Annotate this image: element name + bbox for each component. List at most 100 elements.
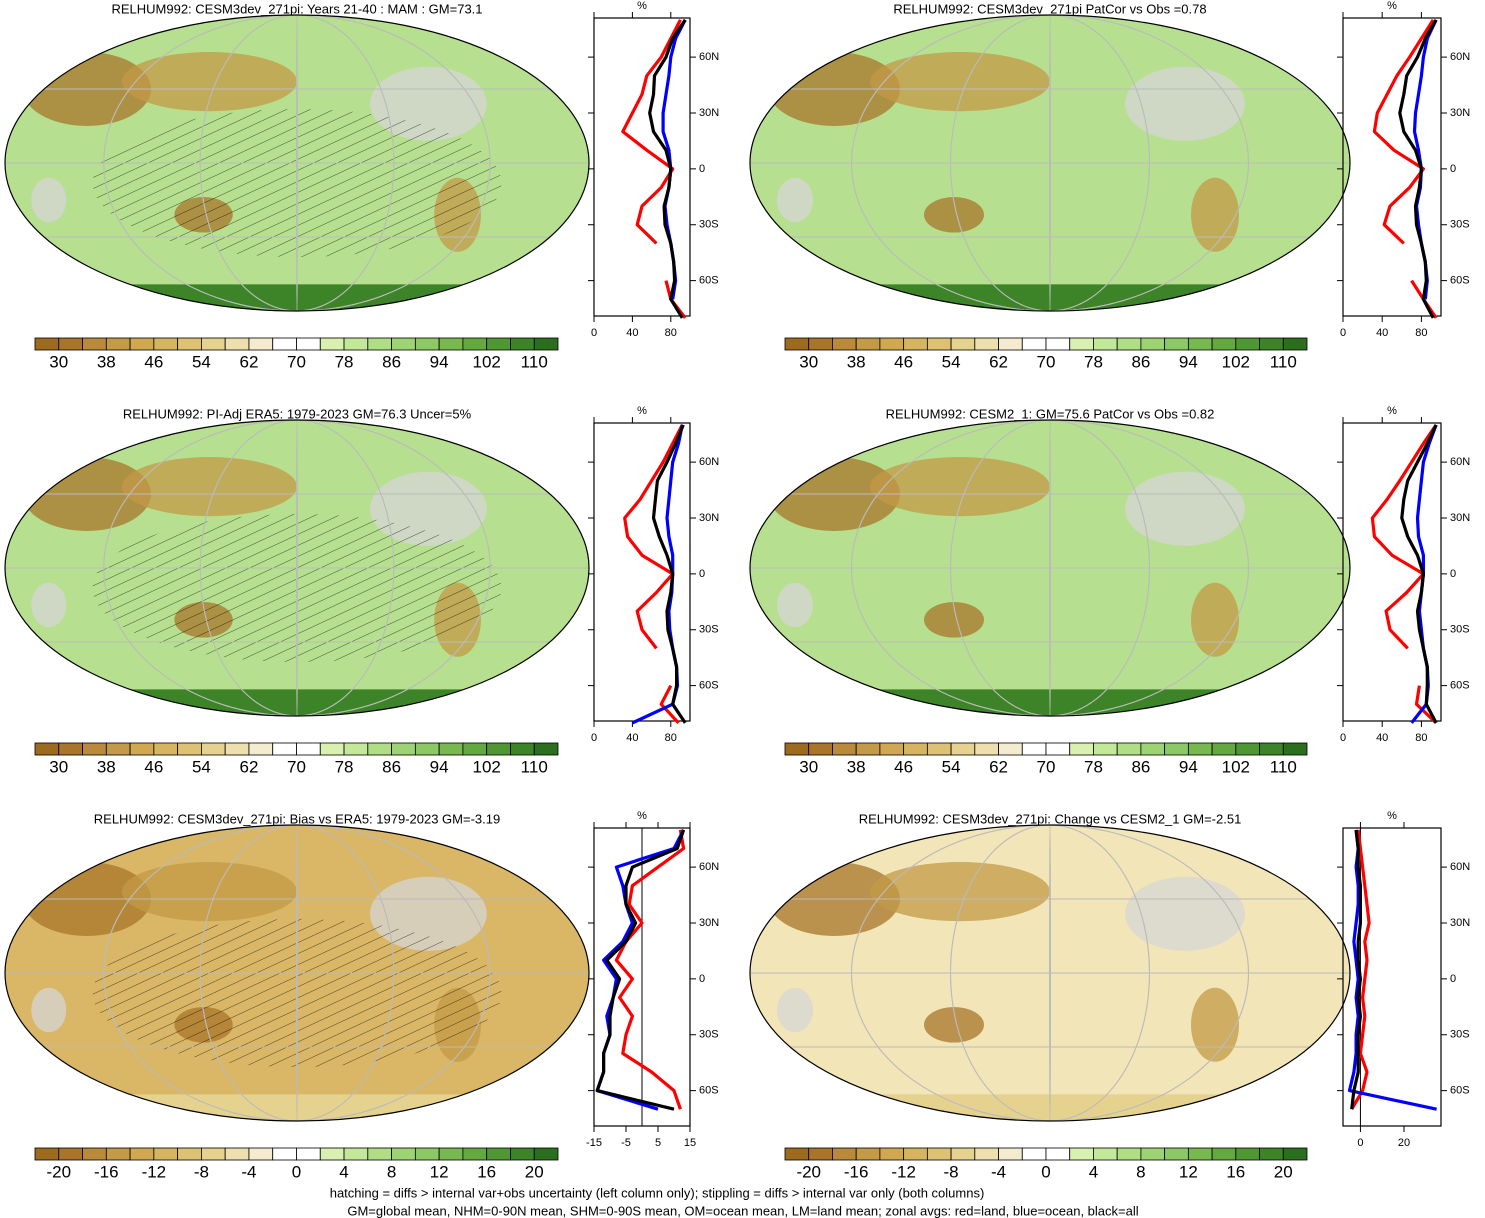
zonal-line xyxy=(1398,19,1438,319)
colorbar-box xyxy=(272,742,297,756)
colorbar-box xyxy=(510,742,535,756)
colorbar-box xyxy=(129,337,155,351)
colorbar-box xyxy=(319,742,345,756)
colorbar-box xyxy=(533,337,559,351)
colorbar-box xyxy=(879,1147,905,1161)
y-tick-label: 0 xyxy=(699,568,705,580)
colorbar-box xyxy=(272,1147,297,1161)
plot-frame xyxy=(1342,17,1442,317)
colorbar-box xyxy=(34,1147,60,1161)
colorbar-box xyxy=(343,1147,369,1161)
colorbar-box xyxy=(903,1147,928,1161)
zonal-line xyxy=(651,424,687,724)
colorbar-label: -4 xyxy=(991,1162,1006,1181)
colorbar-label: 30 xyxy=(49,757,68,776)
y-tick-label: 30N xyxy=(699,107,719,119)
colorbar-label: 78 xyxy=(335,352,354,371)
colorbar-label: 46 xyxy=(144,757,163,776)
x-tick-label: 80 xyxy=(1415,327,1427,339)
colorbar-label: 110 xyxy=(1270,352,1297,371)
map-title: RELHUM992: CESM3dev_271pi: Bias vs ERA5:… xyxy=(94,811,500,826)
land-area xyxy=(870,457,1050,517)
land-area xyxy=(870,862,1050,922)
colorbar-box xyxy=(974,1147,999,1161)
colorbar-label: 16 xyxy=(477,1162,496,1181)
colorbar-box xyxy=(82,742,107,756)
colorbar-label: 70 xyxy=(1037,352,1056,371)
colorbar-box xyxy=(296,1147,321,1161)
map-title: RELHUM992: PI-Adj ERA5: 1979-2023 GM=76.… xyxy=(123,406,472,421)
y-tick-label: 0 xyxy=(1450,568,1456,580)
x-tick-label: 80 xyxy=(665,732,677,744)
colorbar-box xyxy=(533,742,559,756)
colorbar-box xyxy=(319,1147,345,1161)
land-area xyxy=(121,862,298,922)
axis-label: % xyxy=(1387,0,1397,12)
colorbar-label: -16 xyxy=(94,1162,119,1181)
colorbar-label: 86 xyxy=(1131,757,1150,776)
colorbar-label: 54 xyxy=(942,757,961,776)
colorbar-box xyxy=(926,337,952,351)
colorbar-box xyxy=(248,1147,274,1161)
colorbar-box xyxy=(903,742,928,756)
colorbar-label: 70 xyxy=(287,352,306,371)
x-tick-label: 0 xyxy=(1340,732,1346,744)
colorbar-box xyxy=(926,742,952,756)
colorbar-box xyxy=(201,337,226,351)
zonal-line xyxy=(1347,829,1437,1111)
colorbar-box xyxy=(832,1147,857,1161)
colorbar-box xyxy=(998,742,1023,756)
colorbar-label: 70 xyxy=(287,757,306,776)
x-tick-label: 0 xyxy=(591,327,597,339)
colorbar-label: 46 xyxy=(894,757,913,776)
land-area xyxy=(924,197,984,233)
colorbar-label: 86 xyxy=(382,757,401,776)
colorbar-label: 38 xyxy=(97,757,116,776)
colorbar-label: 46 xyxy=(894,352,913,371)
colorbar-box xyxy=(248,337,274,351)
land-area xyxy=(777,177,813,223)
colorbar-box xyxy=(903,337,928,351)
colorbar-label: 78 xyxy=(335,757,354,776)
colorbar-box xyxy=(462,337,488,351)
colorbar-box xyxy=(1164,337,1189,351)
colorbar-box xyxy=(1282,1147,1308,1161)
colorbar-label: 20 xyxy=(525,1162,544,1181)
colorbar-box xyxy=(1116,1147,1142,1161)
colorbar-label: 78 xyxy=(1084,352,1103,371)
colorbar-box xyxy=(808,1147,833,1161)
colorbar-box xyxy=(950,742,976,756)
y-tick-label: 30S xyxy=(699,1029,719,1041)
colorbar-box xyxy=(224,742,250,756)
colorbar-label: 86 xyxy=(1131,352,1150,371)
y-tick-label: 30S xyxy=(1450,1029,1470,1041)
colorbar-box xyxy=(926,1147,952,1161)
zonal-line xyxy=(1350,829,1371,1111)
colorbar-box xyxy=(224,337,250,351)
colorbar-box xyxy=(177,742,202,756)
x-tick-label: 80 xyxy=(665,327,677,339)
colorbar-box xyxy=(201,742,226,756)
colorbar-box xyxy=(1021,742,1047,756)
y-tick-label: 0 xyxy=(1450,163,1456,175)
colorbar-label: 38 xyxy=(847,352,866,371)
y-tick-label: 30S xyxy=(1450,624,1470,636)
y-tick-label: 30N xyxy=(699,917,719,929)
y-tick-label: 30S xyxy=(699,219,719,231)
colorbar-label: 16 xyxy=(1226,1162,1245,1181)
colorbar-box xyxy=(248,742,274,756)
colorbar-label: 54 xyxy=(942,352,961,371)
map-title: RELHUM992: CESM3dev_271pi: Change vs CES… xyxy=(859,811,1242,826)
colorbar-label: 94 xyxy=(1179,352,1198,371)
colorbar-label: 4 xyxy=(1089,1162,1098,1181)
y-tick-label: 60S xyxy=(699,1085,719,1097)
zonal-line xyxy=(1400,424,1438,724)
y-tick-label: 30N xyxy=(699,512,719,524)
colorbar-box xyxy=(367,337,392,351)
colorbar-label: 12 xyxy=(430,1162,449,1181)
colorbar-label: 94 xyxy=(430,757,449,776)
colorbar-label: 110 xyxy=(1270,757,1297,776)
colorbar-box xyxy=(808,742,833,756)
land-area xyxy=(121,457,298,517)
colorbar-box xyxy=(1045,337,1071,351)
